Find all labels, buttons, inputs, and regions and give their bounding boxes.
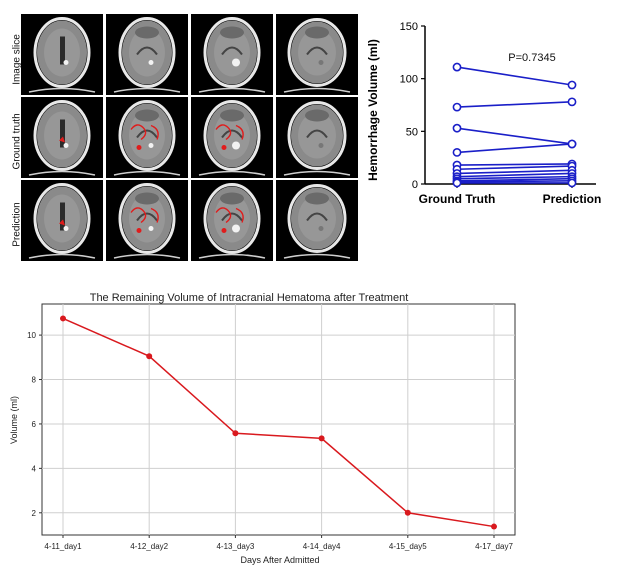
ct-tiles	[21, 14, 358, 261]
volume-data-point	[146, 353, 153, 360]
pair-line	[456, 165, 573, 171]
pair-y-tick-label: 150	[400, 21, 418, 33]
line-y-tick-label: 4	[32, 464, 37, 473]
segmentation-overlay	[130, 207, 159, 233]
pair-point	[452, 62, 462, 72]
segmentation-overlay	[59, 136, 65, 143]
pair-line	[456, 169, 573, 175]
subject-pair	[452, 178, 577, 188]
pair-line	[456, 101, 573, 108]
ct-image-grid: Image slice Ground truth Prediction	[0, 0, 360, 275]
ct-tile	[21, 14, 103, 95]
ct-tile	[106, 97, 188, 178]
pair-point	[567, 80, 577, 90]
pair-series	[452, 62, 577, 188]
pair-line	[456, 143, 573, 154]
line-x-tick-label: 4-14_day4	[303, 542, 341, 551]
pair-y-tick-label: 0	[412, 179, 418, 191]
line-chart-grid	[41, 303, 516, 536]
pair-line	[456, 177, 573, 182]
subject-pair	[452, 139, 577, 157]
line-x-tick-label: 4-15_day5	[389, 542, 427, 551]
subject-pair	[452, 62, 577, 90]
pair-line	[456, 163, 573, 166]
pair-point	[452, 178, 462, 188]
line-y-tick-label: 6	[32, 420, 37, 429]
pair-y-tick-label: 100	[400, 74, 418, 86]
ct-tile	[21, 97, 103, 178]
ct-tile	[276, 14, 358, 95]
pair-axes: 0 50 100 150 Ground Truth Prediction	[400, 21, 602, 206]
line-y-tick-label: 10	[27, 331, 36, 340]
volume-data-point	[404, 509, 411, 516]
line-chart-frame	[41, 303, 516, 536]
line-x-tick-label: 4-17_day7	[475, 542, 513, 551]
line-x-tick-label: 4-12_day2	[130, 542, 168, 551]
line-x-tick-label: 4-11_day1	[44, 542, 82, 551]
ct-tile	[276, 97, 358, 178]
line-y-tick-label: 2	[32, 509, 37, 518]
segmentation-overlay	[59, 219, 65, 226]
ct-tile	[191, 180, 273, 261]
subject-pair	[452, 97, 577, 112]
pair-point	[567, 97, 577, 107]
pair-line	[456, 66, 573, 86]
pair-point	[567, 178, 577, 188]
segmentation-overlay	[215, 124, 244, 150]
ct-tile	[21, 180, 103, 261]
pair-point	[567, 139, 577, 149]
p-value-annotation: P=0.7345	[508, 52, 555, 64]
volume-data-point	[318, 435, 325, 442]
line-chart-x-axis-label: Days After Admitted	[240, 555, 319, 565]
subject-pair	[452, 123, 577, 149]
pair-point	[452, 102, 462, 112]
paired-volume-chart: Hemorrhage Volume (ml) P=0.7345 0 50 100 15…	[366, 21, 602, 206]
line-chart-y-axis-label: Volume (ml)	[9, 396, 19, 444]
pair-line	[456, 180, 573, 183]
volume-series-line	[62, 317, 495, 528]
segmentation-overlay	[130, 124, 159, 150]
ct-tile	[191, 97, 273, 178]
pair-line	[456, 127, 573, 145]
pair-x-tick-label: Ground Truth	[419, 192, 496, 206]
ct-tile	[106, 180, 188, 261]
line-chart-series	[60, 315, 497, 530]
pair-point	[452, 147, 462, 157]
pair-point	[452, 123, 462, 133]
pair-y-tick-label: 50	[406, 126, 418, 138]
ct-tile	[106, 14, 188, 95]
hematoma-volume-chart: The Remaining Volume of Intracranial Hem…	[9, 292, 516, 565]
segmentation-overlay	[215, 207, 244, 233]
pair-line	[456, 172, 573, 178]
volume-data-point	[60, 315, 66, 322]
pair-y-axis-label: Hemorrhage Volume (ml)	[366, 39, 380, 181]
line-y-tick-label: 8	[32, 376, 37, 385]
line-chart-title: The Remaining Volume of Intracranial Hem…	[90, 292, 409, 304]
volume-data-point	[491, 523, 497, 530]
ct-tile	[276, 180, 358, 261]
ct-tile	[191, 14, 273, 95]
line-chart-ticks: 2 4 6 8 10 4-11_day1 4-12_day2 4-13_day3 4-14_da…	[27, 331, 513, 551]
volume-data-point	[232, 430, 239, 437]
line-x-tick-label: 4-13_day3	[216, 542, 254, 551]
pair-line	[456, 175, 573, 180]
pair-x-tick-label: Prediction	[543, 192, 602, 206]
